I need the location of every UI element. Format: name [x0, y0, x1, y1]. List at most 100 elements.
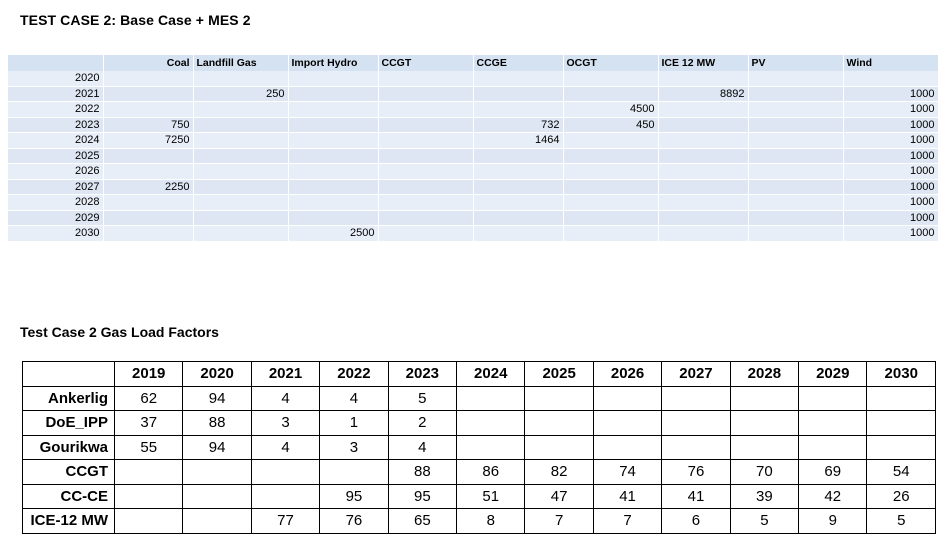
table-cell — [288, 163, 379, 180]
table-row: CC-CE 95 95 51 47 41 41 39 42 26 — [22, 483, 936, 509]
table-cell — [288, 132, 379, 149]
table-cell — [378, 210, 474, 226]
load-factors-header-row: 2019 2020 2021 2022 2023 2024 2025 2026 2027 2028… — [22, 361, 936, 387]
table-cell — [193, 117, 289, 133]
table-cell — [473, 194, 564, 211]
table-cell: 88 — [182, 410, 252, 436]
table-cell — [113, 483, 184, 509]
year-header: 2019 — [113, 361, 184, 387]
table-cell — [103, 86, 194, 102]
table-cell — [288, 117, 379, 133]
table-cell — [658, 101, 749, 118]
year-cell: 2028 — [8, 194, 104, 211]
table-cell — [729, 410, 800, 436]
table-cell: 8892 — [658, 86, 749, 102]
table-cell — [193, 101, 289, 118]
table-row: 2020 — [8, 70, 939, 87]
table-cell: 86 — [456, 459, 526, 485]
table-cell — [748, 148, 844, 164]
capacity-additions-table: Coal Landfill Gas Import Hydro CCGT CCGE… — [8, 55, 939, 242]
table-cell: 82 — [524, 459, 594, 485]
table-cell: 6 — [661, 508, 731, 534]
table-row: 202810001800 — [8, 194, 939, 211]
table-cell: 3 — [250, 410, 321, 436]
row-label: Ankerlig — [22, 385, 115, 411]
table-cell: 26 — [866, 483, 936, 509]
table-cell — [250, 483, 321, 509]
row-label: DoE_IPP — [22, 410, 115, 436]
table-cell — [288, 86, 379, 102]
table-cell — [103, 163, 194, 180]
table-corner — [22, 361, 115, 387]
table-cell — [193, 225, 289, 242]
table-cell: 3 — [319, 434, 389, 460]
table-cell: 2500 — [288, 225, 379, 242]
table-cell — [524, 385, 594, 411]
table-cell: 4 — [250, 434, 321, 460]
table-cell — [748, 70, 844, 87]
table-cell — [456, 434, 526, 460]
table-cell — [661, 434, 731, 460]
col-header-wind: Wind — [843, 55, 939, 71]
table-cell — [456, 410, 526, 436]
table-cell: 74 — [592, 459, 663, 485]
col-header-ice-12mw: ICE 12 MW — [658, 55, 749, 71]
table-cell — [658, 210, 749, 226]
table-cell: 70 — [729, 459, 800, 485]
table-cell — [103, 225, 194, 242]
table-cell — [103, 70, 194, 87]
year-header: 2028 — [729, 361, 800, 387]
year-header: 2025 — [524, 361, 594, 387]
year-cell: 2025 — [8, 148, 104, 164]
year-cell: 2020 — [8, 70, 104, 87]
table-cell — [378, 148, 474, 164]
year-header: 2027 — [661, 361, 731, 387]
table-cell — [193, 148, 289, 164]
table-cell: 37 — [113, 410, 184, 436]
table-cell — [563, 179, 659, 195]
table-cell — [113, 508, 184, 534]
table-cell — [288, 210, 379, 226]
table-cell — [473, 225, 564, 242]
table-cell — [748, 210, 844, 226]
table-cell — [378, 179, 474, 195]
year-cell: 2027 — [8, 179, 104, 195]
table-cell — [748, 117, 844, 133]
table-cell — [748, 101, 844, 118]
table-cell: 95 — [387, 483, 458, 509]
table-cell — [378, 70, 474, 87]
year-header: 2022 — [319, 361, 389, 387]
table-cell: 76 — [661, 459, 731, 485]
table-cell: 94 — [182, 434, 252, 460]
table-cell: 76 — [319, 508, 389, 534]
table-cell — [748, 132, 844, 149]
table-cell — [658, 132, 749, 149]
table-cell — [378, 117, 474, 133]
table-cell — [798, 434, 868, 460]
table-cell — [658, 163, 749, 180]
table-cell — [592, 410, 663, 436]
table-cell — [250, 459, 321, 485]
table-cell — [592, 434, 663, 460]
row-label: ICE-12 MW — [22, 508, 115, 534]
table-cell: 1000 — [843, 101, 939, 118]
row-label: CCGT — [22, 459, 115, 485]
table-cell: 1000 — [843, 148, 939, 164]
table-cell — [729, 434, 800, 460]
table-cell — [658, 225, 749, 242]
table-cell — [748, 225, 844, 242]
table-row: 2027225010001800 — [8, 179, 939, 195]
table-cell: 5 — [387, 385, 458, 411]
year-header: 2024 — [456, 361, 526, 387]
table-cell: 47 — [524, 483, 594, 509]
table-cell — [563, 86, 659, 102]
table-row: 2030250010001800 — [8, 225, 939, 242]
table-cell: 42 — [798, 483, 868, 509]
table-row: 202610001800 — [8, 163, 939, 180]
table-cell — [182, 483, 252, 509]
year-col-header — [8, 55, 104, 71]
table-cell: 1000 — [843, 194, 939, 211]
year-header: 2030 — [866, 361, 936, 387]
table-cell — [748, 194, 844, 211]
table-cell — [378, 194, 474, 211]
